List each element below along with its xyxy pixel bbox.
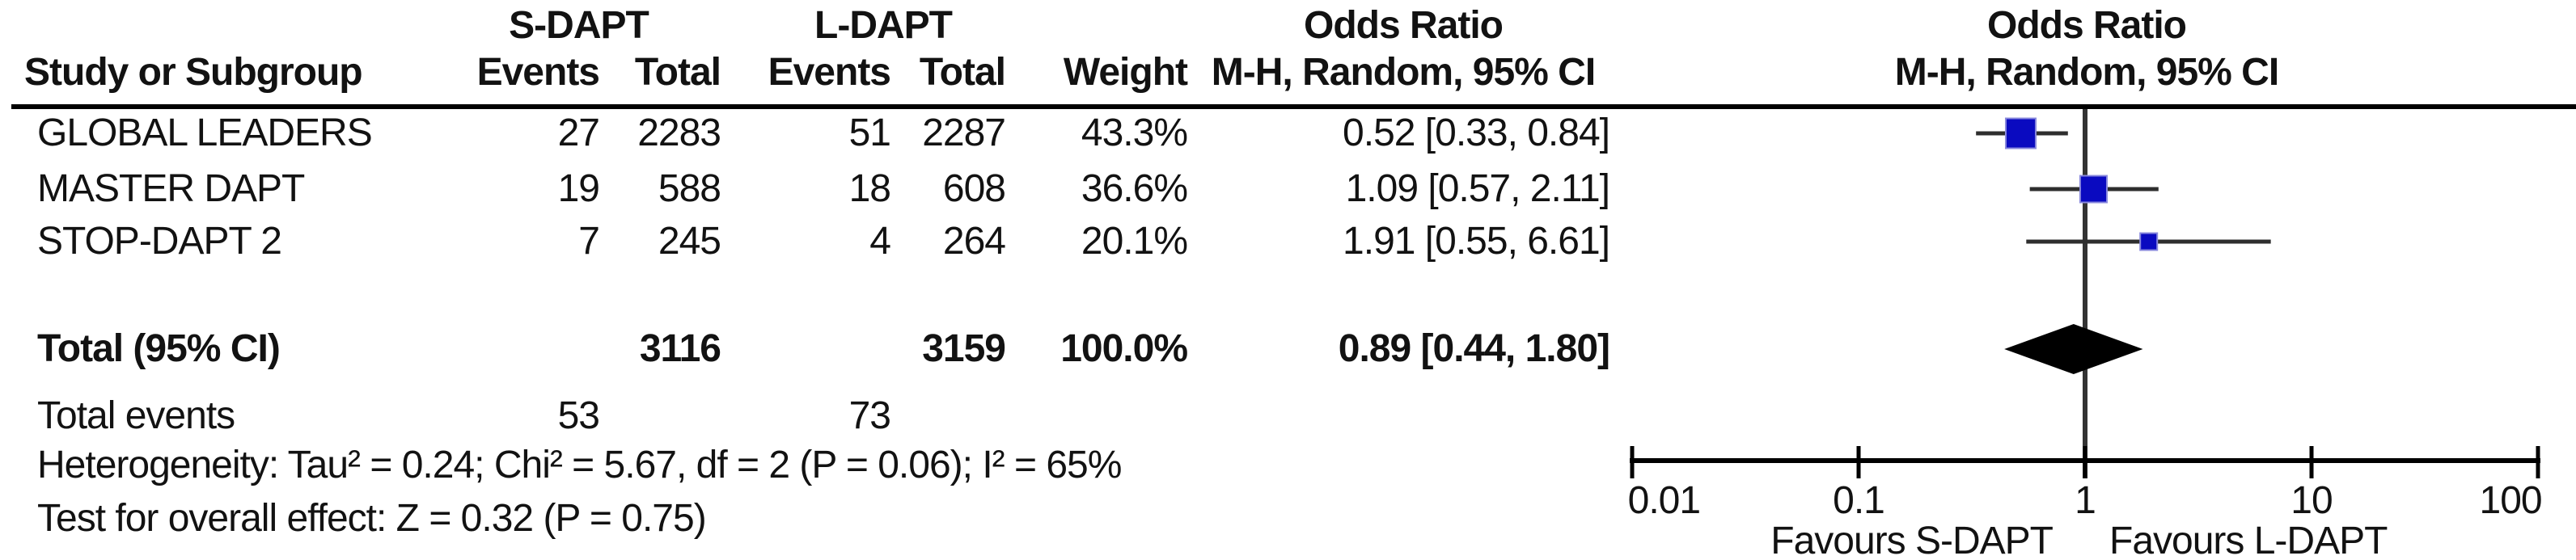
- or-ci-value: 1.91 [0.55, 6.61]: [1343, 220, 1610, 263]
- study-name: GLOBAL LEADERS: [37, 112, 373, 154]
- col-header-s-events: Events: [476, 51, 600, 94]
- overall-effect-row: Test for overall effect: Z = 0.32 (P = 0…: [0, 498, 2576, 540]
- total-events-row: Total events 53 73: [0, 395, 2576, 437]
- odds-ratio-plot-header: Odds Ratio: [1986, 4, 2187, 47]
- total-or-ci: 0.89 [0.44, 1.80]: [1338, 327, 1610, 370]
- weight-value: 43.3%: [1081, 112, 1188, 154]
- header-columns-row: Study or Subgroup Events Total Events To…: [0, 52, 2576, 94]
- axis-tick-label: 0.01: [1627, 479, 1701, 522]
- l-events-value: 4: [869, 220, 891, 263]
- s-total-value: 588: [658, 167, 721, 210]
- col-header-weight: Weight: [1063, 51, 1188, 94]
- l-total-value: 608: [942, 167, 1006, 210]
- col-header-mh-ci-plot: M-H, Random, 95% CI: [1894, 51, 2279, 94]
- header-groups-row: S-DAPT L-DAPT Odds Ratio Odds Ratio: [0, 5, 2576, 47]
- total-label: Total (95% CI): [37, 327, 281, 370]
- study-name: STOP-DAPT 2: [37, 220, 282, 263]
- total-row: Total (95% CI) 3116 3159 100.0% 0.89 [0.…: [0, 328, 2576, 370]
- weight-value: 36.6%: [1081, 167, 1188, 210]
- header-divider-rule: [11, 104, 2576, 109]
- total-s-total: 3116: [639, 327, 721, 370]
- total-l-total: 3159: [922, 327, 1006, 370]
- weight-value: 20.1%: [1081, 220, 1188, 263]
- group1-header: S-DAPT: [509, 4, 649, 47]
- table-row: STOP-DAPT 2 7 245 4 264 20.1% 1.91 [0.55…: [0, 221, 2576, 263]
- s-events-value: 27: [557, 112, 600, 154]
- s-total-value: 2283: [637, 112, 721, 154]
- axis-tick-label: 1: [2075, 479, 2096, 522]
- axis-tick-label: 100: [2479, 479, 2543, 522]
- l-events-value: 51: [848, 112, 891, 154]
- total-weight: 100.0%: [1060, 327, 1188, 370]
- total-events-l: 73: [848, 394, 891, 437]
- or-ci-value: 1.09 [0.57, 2.11]: [1345, 167, 1610, 210]
- s-events-value: 7: [578, 220, 600, 263]
- total-events-label: Total events: [37, 394, 235, 437]
- odds-ratio-column-header: Odds Ratio: [1303, 4, 1504, 47]
- l-events-value: 18: [848, 167, 891, 210]
- heterogeneity-row: Heterogeneity: Tau² = 0.24; Chi² = 5.67,…: [0, 444, 2576, 486]
- total-events-s: 53: [557, 394, 600, 437]
- s-total-value: 245: [658, 220, 721, 263]
- col-header-study: Study or Subgroup: [24, 51, 363, 94]
- col-header-l-events: Events: [768, 51, 891, 94]
- axis-tick-label: 0.1: [1833, 479, 1885, 522]
- table-row: MASTER DAPT 19 588 18 608 36.6% 1.09 [0.…: [0, 168, 2576, 210]
- col-header-l-total: Total: [919, 51, 1006, 94]
- or-ci-value: 0.52 [0.33, 0.84]: [1343, 112, 1610, 154]
- l-total-value: 264: [942, 220, 1006, 263]
- axis-label-favours-left: Favours S-DAPT: [1770, 520, 2054, 560]
- col-header-mh-ci: M-H, Random, 95% CI: [1211, 51, 1596, 94]
- study-name: MASTER DAPT: [37, 167, 305, 210]
- l-total-value: 2287: [922, 112, 1006, 154]
- heterogeneity-text: Heterogeneity: Tau² = 0.24; Chi² = 5.67,…: [37, 444, 1122, 486]
- axis-tick-label: 10: [2290, 479, 2333, 522]
- s-events-value: 19: [557, 167, 600, 210]
- col-header-s-total: Total: [634, 51, 721, 94]
- group2-header: L-DAPT: [814, 4, 953, 47]
- table-row: GLOBAL LEADERS 27 2283 51 2287 43.3% 0.5…: [0, 112, 2576, 154]
- axis-label-favours-right: Favours L-DAPT: [2109, 520, 2388, 560]
- overall-effect-text: Test for overall effect: Z = 0.32 (P = 0…: [37, 497, 707, 540]
